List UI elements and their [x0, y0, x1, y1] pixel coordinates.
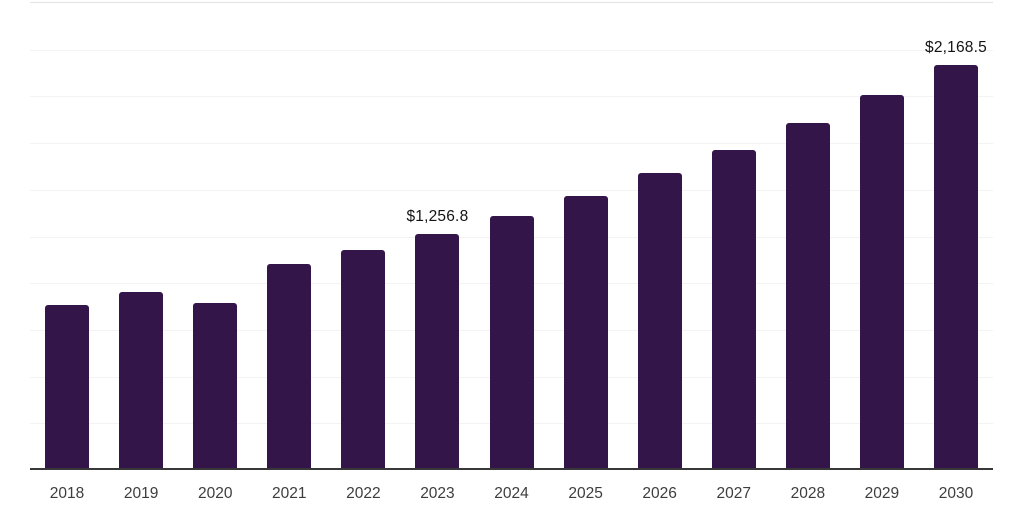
bar-2018: [45, 305, 90, 468]
bar-group-2022: [326, 3, 400, 468]
x-tick-label-2020: 2020: [197, 485, 233, 502]
bar-group-2027: [697, 3, 771, 468]
x-tick-label-2018: 2018: [49, 485, 85, 502]
gridline-1500: [30, 189, 993, 191]
bar-group-2023: $1,256.8: [400, 3, 474, 468]
bar-2026: [637, 173, 682, 468]
x-tick-label-2029: 2029: [864, 485, 900, 502]
bar-2028: [785, 123, 830, 468]
x-tick-label-2028: 2028: [790, 485, 826, 502]
bar-group-2024: [474, 3, 548, 468]
bar-2027: [711, 150, 756, 468]
bar-group-2021: [252, 3, 326, 468]
x-axis-tick-labels: 2018 2019 2020 2021 2022 2023 2024 2025 2026 2027…: [30, 472, 993, 503]
x-tick-label-2027: 2027: [716, 485, 751, 502]
gridline-2250: [30, 49, 993, 51]
bar-2019: [119, 291, 164, 468]
x-tick-label-2025: 2025: [568, 485, 603, 502]
bar-2030: [933, 64, 978, 468]
bar-group-2025: [549, 3, 623, 468]
bar-group-2019: [104, 3, 178, 468]
bars-row: $1,256.8 $2,168.5: [30, 3, 993, 470]
bar-group-2028: [771, 3, 845, 468]
bar-2021: [267, 264, 312, 468]
bar-group-2029: [845, 3, 919, 468]
bar-group-2030: $2,168.5: [919, 3, 993, 468]
bar-2024: [489, 215, 534, 468]
x-tick-label-2022: 2022: [346, 485, 381, 502]
x-tick-label-2030: 2030: [938, 485, 974, 502]
plot-area: $1,256.8 $2,168.5: [30, 2, 993, 470]
bar-2025: [563, 195, 608, 468]
bar-2022: [341, 250, 386, 468]
value-label-2030: $2,168.5: [925, 38, 987, 56]
x-tick-label-2024: 2024: [494, 485, 529, 502]
x-tick-label-2023: 2023: [420, 485, 455, 502]
bar-group-2020: [178, 3, 252, 468]
bar-2020: [193, 302, 238, 468]
bar-2023: [415, 234, 460, 468]
x-tick-label-2026: 2026: [642, 485, 677, 502]
value-label-2023: $1,256.8: [406, 208, 469, 226]
gridline-1750: [30, 143, 993, 145]
bar-2029: [859, 95, 904, 468]
bar-group-2018: [30, 3, 104, 468]
gridline-2000: [30, 96, 993, 98]
x-tick-label-2021: 2021: [272, 485, 307, 502]
bar-group-2026: [623, 3, 697, 468]
x-tick-label-2019: 2019: [123, 485, 159, 502]
